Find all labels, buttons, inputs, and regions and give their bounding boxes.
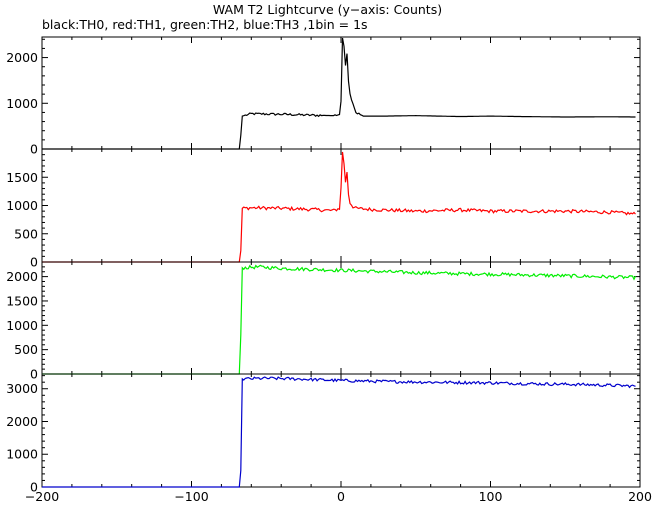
series-line-TH0 [42,37,636,150]
chart-title: WAM T2 Lightcurve (y−axis: Counts) [212,2,443,17]
chart-subtitle: black:TH0, red:TH1, green:TH2, blue:TH3 … [42,17,368,32]
y-tick-label: 1500 [6,293,38,308]
y-tick-label: 0 [30,480,38,495]
series-line-TH1 [42,151,636,263]
panel-frame-TH1 [41,148,641,263]
y-tick-label: 0 [30,367,38,382]
y-tick-label: 500 [14,226,38,241]
series-line-TH3 [42,376,636,488]
y-tick-label: 2000 [6,50,38,65]
y-tick-label: 2000 [6,414,38,429]
y-tick-label: 1000 [6,96,38,111]
x-tick-label: −200 [25,489,59,504]
x-tick-label: 0 [337,489,345,504]
y-tick-label: 3000 [6,381,38,396]
y-tick-label: 500 [14,342,38,357]
y-tick-label: 0 [30,142,38,157]
y-tick-label: 2000 [6,269,38,284]
y-tick-label: 1500 [6,170,38,185]
y-tick-label: 0 [30,255,38,270]
y-tick-label: 1000 [6,198,38,213]
x-tick-label: −100 [174,489,208,504]
y-tick-label: 1000 [6,318,38,333]
series-line-TH2 [42,264,637,375]
panel-frame-TH3 [41,373,641,488]
x-tick-label: 200 [628,489,652,504]
x-tick-label: 100 [479,489,503,504]
y-tick-label: 1000 [6,447,38,462]
panel-frame-TH2 [41,261,641,375]
